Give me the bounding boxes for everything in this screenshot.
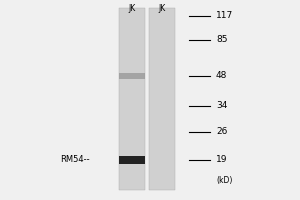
Bar xyxy=(149,8,175,190)
Bar xyxy=(119,73,145,79)
Text: JK: JK xyxy=(158,4,166,13)
Text: 19: 19 xyxy=(216,156,227,164)
Bar xyxy=(119,156,145,164)
Text: 85: 85 xyxy=(216,36,227,45)
Text: 117: 117 xyxy=(216,11,233,21)
Text: JK: JK xyxy=(128,4,136,13)
Text: 34: 34 xyxy=(216,102,227,110)
Bar xyxy=(119,8,145,190)
Text: (kD): (kD) xyxy=(216,176,232,184)
Text: RM54--: RM54-- xyxy=(60,156,90,164)
Text: 26: 26 xyxy=(216,128,227,136)
Text: 48: 48 xyxy=(216,72,227,80)
